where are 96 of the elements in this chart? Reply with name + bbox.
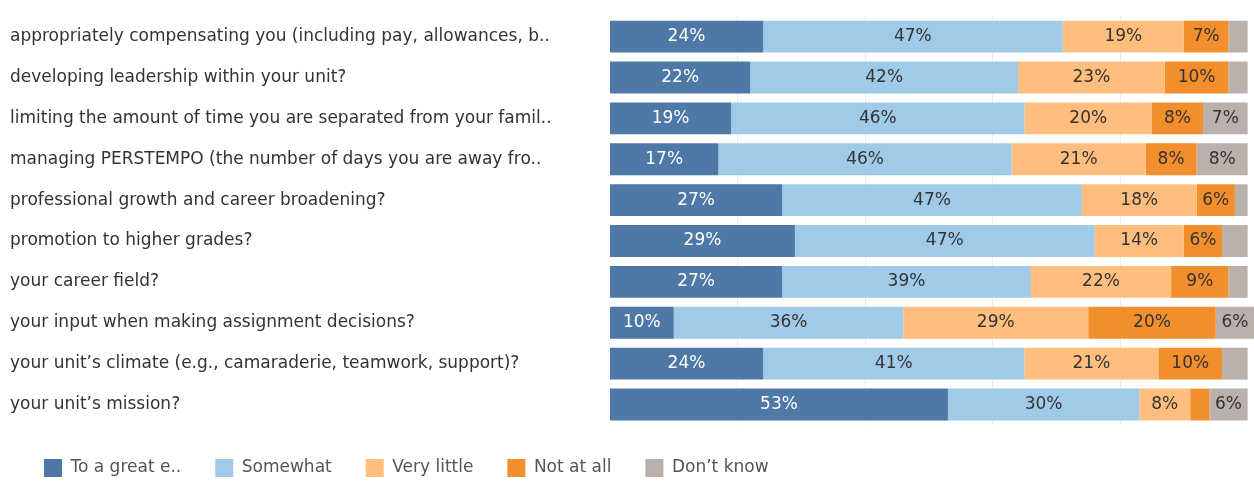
bar <box>610 184 783 217</box>
data-label: 27% <box>677 270 715 291</box>
data-label: 9% <box>1186 270 1214 291</box>
y-tick-label: professional growth and career broadening? <box>10 188 386 209</box>
data-label: 53% <box>760 392 798 413</box>
bar <box>1018 61 1165 94</box>
bar <box>1234 184 1248 217</box>
data-label: 7% <box>1211 106 1239 127</box>
data-label: 22% <box>661 65 700 86</box>
data-label: 7% <box>1192 25 1220 46</box>
data-label: 21% <box>1059 147 1098 168</box>
y-tick-label: limiting the amount of time you are separated from your famil.. <box>10 106 552 127</box>
y-tick-label: your unit’s climate (e.g., camaraderie, teamwork, support)? <box>10 352 520 373</box>
data-label: 23% <box>1072 65 1111 86</box>
bar <box>610 225 795 257</box>
y-tick-label: your input when making assignment decisions? <box>10 311 415 332</box>
bar <box>610 20 764 53</box>
data-label: 29% <box>976 311 1015 332</box>
bar <box>718 143 1012 176</box>
data-label: 30% <box>1024 392 1063 413</box>
data-label: 46% <box>846 147 884 168</box>
bar <box>782 184 1082 217</box>
bar <box>947 388 1140 421</box>
data-label: 24% <box>667 352 706 373</box>
data-label: 8% <box>1157 147 1185 168</box>
bar <box>1228 20 1248 53</box>
bar <box>1024 347 1159 380</box>
data-label: 24% <box>667 25 706 46</box>
y-tick-label: managing PERSTEMPO (the number of days you are away fro.. <box>10 147 542 168</box>
data-label: 8% <box>1208 147 1236 168</box>
bar <box>610 265 783 298</box>
data-label: 10% <box>622 311 661 332</box>
data-label: 21% <box>1072 352 1111 373</box>
bar <box>610 388 948 421</box>
bar <box>763 20 1063 53</box>
bar <box>610 143 719 176</box>
data-label: 8% <box>1151 392 1179 413</box>
bar <box>1228 265 1248 298</box>
bar <box>1228 61 1248 94</box>
y-tick-label: your unit’s mission? <box>10 392 181 413</box>
data-label: 47% <box>893 25 932 46</box>
data-label: 41% <box>874 352 913 373</box>
data-label: 10% <box>1177 65 1216 86</box>
data-label: 46% <box>858 106 897 127</box>
data-label: 8% <box>1163 106 1191 127</box>
data-label: 19% <box>651 106 690 127</box>
data-label: 17% <box>645 147 684 168</box>
data-label: 6% <box>1202 188 1230 209</box>
y-tick-label: promotion to higher grades? <box>10 229 253 250</box>
bar <box>750 61 1019 94</box>
legend-label: Somewhat <box>241 456 333 477</box>
bar <box>731 102 1025 135</box>
bar <box>1081 184 1197 217</box>
data-label: 39% <box>887 270 926 291</box>
y-tick-label: your career field? <box>10 270 160 291</box>
bar <box>1094 225 1184 257</box>
bar <box>1011 143 1146 176</box>
data-label: 36% <box>769 311 808 332</box>
data-label: 6% <box>1221 311 1249 332</box>
bar <box>1158 347 1223 380</box>
y-tick-label: developing leadership within your unit? <box>10 65 347 86</box>
legend-label: Very little <box>392 456 474 477</box>
bar <box>1062 20 1184 53</box>
bar <box>1222 347 1248 380</box>
bar <box>1030 265 1172 298</box>
data-label: 20% <box>1069 106 1108 127</box>
legend-label: Not at all <box>533 456 612 477</box>
bar <box>782 265 1031 298</box>
bar <box>1088 306 1216 339</box>
data-label: 6% <box>1189 229 1217 250</box>
data-label: 22% <box>1082 270 1120 291</box>
bar <box>903 306 1089 339</box>
data-label: 14% <box>1120 229 1159 250</box>
data-label: 47% <box>925 229 964 250</box>
y-tick-label: appropriately compensating you (including pay, allowances, b.. <box>10 25 550 46</box>
data-label: 18% <box>1120 188 1159 209</box>
bar <box>763 347 1025 380</box>
bar <box>610 347 764 380</box>
data-label: 19% <box>1104 25 1143 46</box>
data-label: 42% <box>865 65 904 86</box>
data-label: 47% <box>913 188 951 209</box>
bar <box>1202 102 1248 135</box>
data-label: 27% <box>677 188 715 209</box>
data-label: 10% <box>1171 352 1210 373</box>
bar <box>1024 102 1152 135</box>
bar <box>794 225 1095 257</box>
bar <box>1190 388 1210 421</box>
bar <box>610 61 751 94</box>
bar <box>1222 225 1248 257</box>
data-label: 29% <box>683 229 722 250</box>
data-label: 20% <box>1133 311 1171 332</box>
bar <box>610 102 732 135</box>
data-label: 6% <box>1215 392 1242 413</box>
legend-label: To a great e.. <box>69 456 182 477</box>
bar <box>673 306 904 339</box>
legend-label: Don’t know <box>671 456 769 477</box>
